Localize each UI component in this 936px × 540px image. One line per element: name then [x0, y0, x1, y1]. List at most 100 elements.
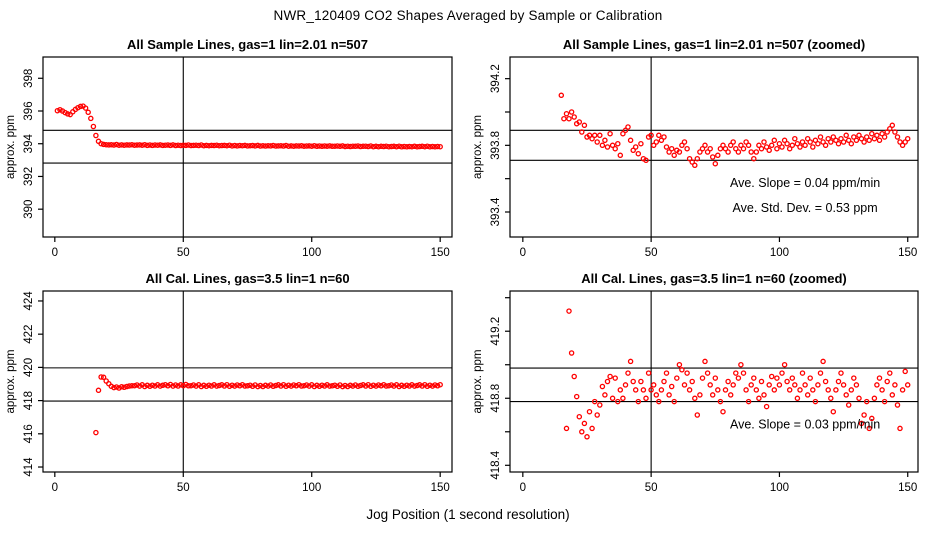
data-point [586, 408, 593, 415]
data-point [717, 145, 724, 152]
data-point [863, 398, 870, 405]
data-point [337, 143, 343, 150]
data-point [638, 140, 644, 147]
data-point [260, 383, 266, 390]
data-point [252, 143, 258, 149]
data-point [190, 142, 197, 149]
data-point [817, 134, 824, 140]
data-point [401, 383, 407, 390]
data-point [152, 142, 158, 148]
data-point [632, 387, 639, 393]
data-point [694, 412, 701, 418]
data-point [833, 137, 839, 144]
data-point [226, 383, 233, 390]
data-point [589, 135, 595, 142]
data-point [876, 375, 883, 381]
data-point [889, 122, 896, 129]
panel-title: All Sample Lines, gas=1 lin=2.01 n=507 (… [563, 37, 865, 52]
data-point [98, 140, 104, 147]
annotation: Ave. Slope = 0.03 ppm/min [730, 417, 880, 431]
y-tick-label: 416 [23, 424, 35, 443]
data-point [303, 382, 310, 388]
data-point [702, 142, 708, 149]
x-tick-label: 0 [52, 482, 58, 494]
data-point [98, 374, 104, 380]
x-tick-label: 150 [898, 247, 917, 259]
data-point [599, 142, 606, 149]
data-point [689, 378, 695, 385]
data-point [676, 149, 683, 155]
data-point [602, 137, 608, 144]
data-point [275, 382, 282, 388]
y-tick-label: 393.8 [490, 131, 502, 160]
data-point [154, 142, 161, 148]
data-point [591, 132, 598, 139]
data-point [170, 383, 176, 389]
data-point [869, 415, 875, 422]
data-point [799, 370, 806, 376]
data-point [694, 155, 701, 162]
data-point [566, 115, 572, 122]
data-point [308, 143, 315, 149]
data-point [563, 425, 570, 432]
data-point [260, 142, 266, 149]
y-tick-label: 394.2 [490, 64, 502, 93]
data-point [899, 142, 906, 149]
data-point [684, 370, 690, 376]
x-tick-label: 0 [520, 482, 526, 494]
x-tick-label: 100 [770, 247, 789, 259]
data-point [124, 142, 130, 148]
y-tick-label: 420 [23, 358, 35, 377]
data-point [735, 149, 742, 155]
data-point [658, 137, 665, 144]
data-point [404, 382, 410, 388]
data-point [774, 375, 780, 381]
data-point [134, 382, 140, 388]
data-point [85, 109, 91, 116]
data-point [334, 143, 341, 149]
data-point [753, 387, 760, 393]
data-point [745, 398, 752, 405]
panel-cal-full: 0 50 100 150 414 416 418 420 422 424 All Cal. Line… [5, 271, 453, 494]
y-tick-label: 394 [23, 134, 35, 154]
data-point [95, 387, 102, 394]
data-point [717, 398, 724, 405]
data-point [820, 358, 826, 365]
data-point [283, 383, 289, 390]
data-point [712, 160, 719, 167]
data-point [401, 143, 407, 150]
data-point [594, 139, 600, 145]
data-point [396, 143, 402, 149]
data-point [871, 135, 878, 142]
data-point [881, 134, 888, 140]
data-point [368, 383, 374, 390]
data-point [118, 384, 125, 390]
data-point [643, 157, 649, 164]
data-point [100, 374, 107, 381]
data-point [111, 384, 117, 391]
data-point [177, 142, 184, 149]
data-point [751, 155, 757, 162]
data-point [650, 142, 657, 149]
data-point [422, 143, 428, 150]
data-point [848, 140, 855, 147]
data-point [709, 392, 716, 398]
panel-sample-full: 0 50 100 150 390 392 394 396 398 All Sample Lines… [5, 37, 453, 259]
data-point [625, 124, 631, 130]
data-point [761, 139, 767, 145]
data-point [843, 132, 849, 139]
data-point [861, 412, 867, 418]
data-point [273, 382, 279, 389]
data-point [170, 142, 176, 148]
data-point [745, 142, 752, 149]
data-point [707, 382, 713, 388]
data-point [188, 142, 194, 149]
data-point [411, 143, 418, 150]
x-axis-label: Jog Position (1 second resolution) [366, 507, 570, 522]
data-point [355, 143, 361, 149]
panel-sample-zoomed: 0 50 100 150 393.4 393.8 394.2 All Sample Lines… [472, 37, 919, 259]
data-point [432, 382, 438, 388]
data-point [810, 387, 816, 393]
data-point [226, 142, 233, 148]
data-point [681, 382, 688, 388]
